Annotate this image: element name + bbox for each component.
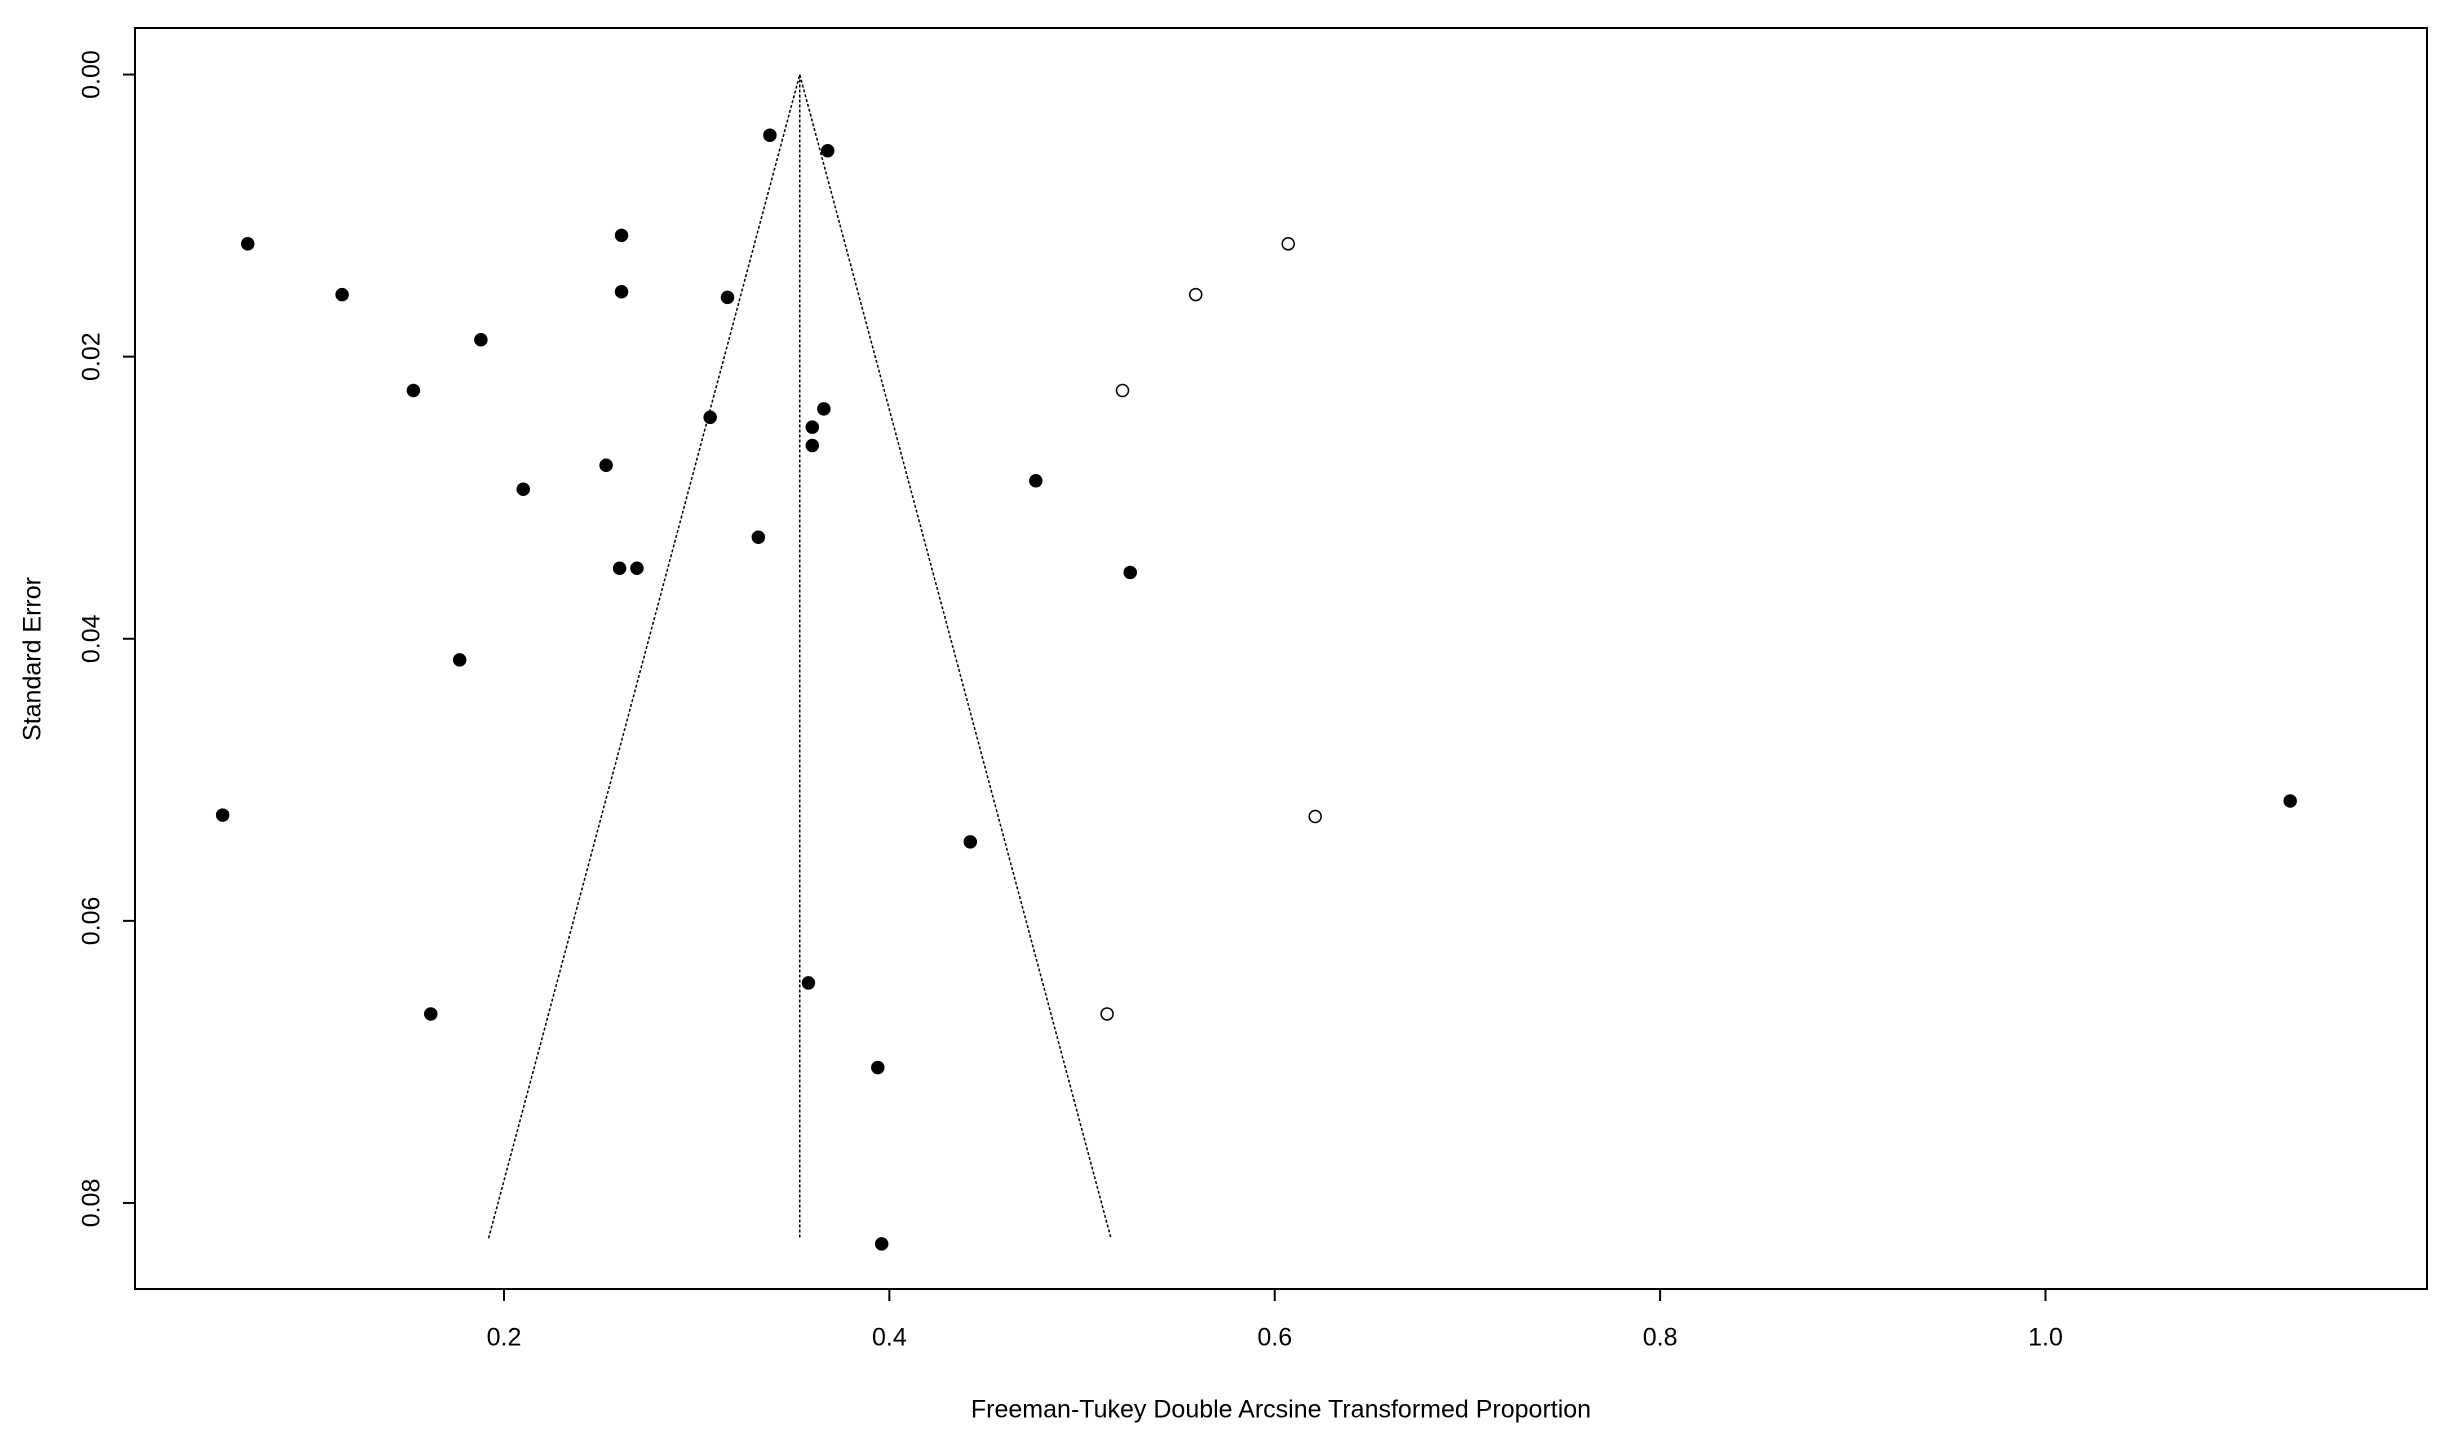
y-tick-label: 0.08 <box>78 1179 106 1228</box>
imputed-point <box>1115 383 1130 398</box>
x-tick-label: 0.8 <box>1643 1324 1678 1352</box>
study-point <box>963 835 978 849</box>
study-point <box>614 228 629 243</box>
x-tick-label: 1.0 <box>2028 1324 2063 1352</box>
study-point <box>599 458 613 473</box>
study-point <box>817 402 831 416</box>
y-tick-label: 0.02 <box>78 332 106 381</box>
y-tick-label: 0.04 <box>78 614 106 663</box>
study-point <box>2283 794 2297 808</box>
study-point <box>805 438 820 453</box>
y-tick-label: 0.00 <box>78 50 106 99</box>
study-point <box>1029 474 1043 488</box>
y-tick-label: 0.06 <box>78 897 106 946</box>
study-point <box>335 287 349 302</box>
study-point <box>612 561 627 575</box>
study-point <box>614 285 629 299</box>
study-point <box>820 143 835 158</box>
study-point <box>871 1060 885 1075</box>
imputed-point <box>1308 809 1322 824</box>
x-axis-label: Freeman-Tukey Double Arcsine Transformed… <box>971 1396 1591 1424</box>
x-tick-label: 0.2 <box>487 1324 522 1352</box>
study-point <box>805 420 820 434</box>
x-tick-label: 0.4 <box>872 1324 907 1352</box>
study-point <box>474 332 488 347</box>
study-point <box>763 128 777 142</box>
study-point <box>240 237 255 251</box>
x-tick-label: 0.6 <box>1257 1324 1292 1352</box>
imputed-point <box>1281 237 1295 251</box>
study-point <box>215 808 230 822</box>
study-point <box>406 383 421 398</box>
y-axis-label: Standard Error <box>19 577 47 741</box>
study-point <box>424 1007 438 1021</box>
study-point <box>703 410 717 425</box>
study-point <box>874 1237 889 1251</box>
study-point <box>801 976 816 990</box>
study-point <box>751 530 766 544</box>
plot-frame <box>134 27 2428 1290</box>
imputed-point <box>1188 287 1203 302</box>
study-point <box>630 561 644 575</box>
imputed-point <box>1100 1007 1114 1021</box>
study-point <box>720 290 735 305</box>
study-point <box>516 482 531 496</box>
funnel-line <box>487 71 1112 1239</box>
study-point <box>1123 565 1137 580</box>
study-point <box>452 653 467 667</box>
